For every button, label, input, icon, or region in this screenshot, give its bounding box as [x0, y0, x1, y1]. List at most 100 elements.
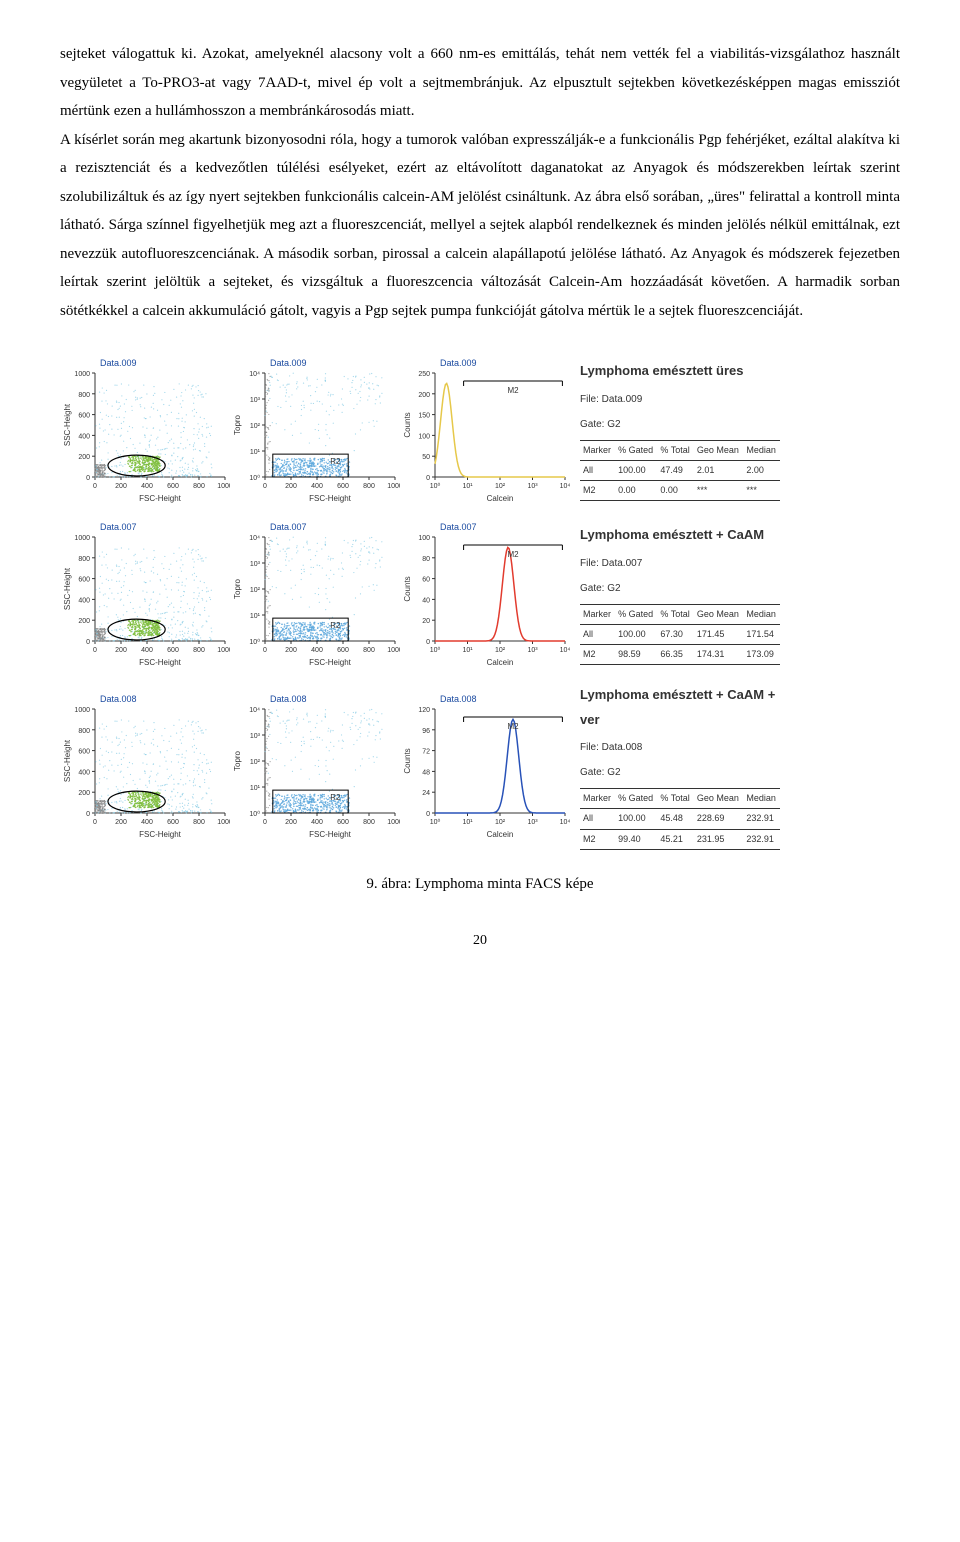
svg-text:800: 800 — [193, 647, 205, 654]
svg-text:80: 80 — [422, 556, 430, 563]
svg-text:10²: 10² — [250, 423, 261, 430]
svg-text:0: 0 — [93, 647, 97, 654]
svg-text:1000: 1000 — [387, 819, 400, 826]
scatter-topro-3: Data.0080200400600800100010⁰10¹10²10³10⁴… — [230, 691, 400, 841]
svg-text:800: 800 — [363, 647, 375, 654]
svg-text:10⁴: 10⁴ — [249, 535, 260, 542]
svg-text:10¹: 10¹ — [462, 483, 473, 490]
svg-text:0: 0 — [426, 639, 430, 646]
svg-text:SSC-Height: SSC-Height — [63, 403, 72, 446]
svg-text:10⁴: 10⁴ — [249, 707, 260, 714]
scatter-ssc-3: Data.00800200200400400600600800800100010… — [60, 691, 230, 841]
svg-text:200: 200 — [285, 647, 297, 654]
svg-text:Data.009: Data.009 — [440, 358, 477, 368]
legend-table: Marker% Gated% TotalGeo MeanMedianAll100… — [580, 788, 780, 849]
svg-text:Data.008: Data.008 — [100, 694, 137, 704]
figure: Data.00900200200400400600600800800100010… — [60, 355, 900, 898]
svg-text:100: 100 — [418, 535, 430, 542]
svg-text:200: 200 — [285, 483, 297, 490]
svg-text:FSC-Height: FSC-Height — [309, 494, 352, 503]
svg-text:400: 400 — [78, 597, 90, 604]
legend-1: Lymphoma emésztett üres File: Data.009 G… — [580, 359, 780, 501]
svg-text:600: 600 — [167, 647, 179, 654]
legend-file: File: Data.007 — [580, 554, 780, 573]
svg-text:60: 60 — [422, 577, 430, 584]
svg-text:R2: R2 — [330, 621, 341, 630]
svg-text:200: 200 — [115, 647, 127, 654]
svg-text:SSC-Height: SSC-Height — [63, 567, 72, 610]
svg-text:10¹: 10¹ — [250, 449, 261, 456]
svg-text:200: 200 — [78, 618, 90, 625]
svg-text:R2: R2 — [330, 457, 341, 466]
svg-text:800: 800 — [193, 819, 205, 826]
svg-text:Topro: Topro — [233, 578, 242, 599]
page-number: 20 — [60, 928, 900, 955]
svg-text:0: 0 — [86, 811, 90, 818]
svg-text:10³: 10³ — [527, 647, 538, 654]
svg-text:400: 400 — [141, 483, 153, 490]
legend-gate: Gate: G2 — [580, 415, 780, 434]
svg-text:10³: 10³ — [527, 483, 538, 490]
figure-caption: 9. ábra: Lymphoma minta FACS képe — [60, 870, 900, 899]
svg-text:10²: 10² — [495, 647, 506, 654]
legend-2: Lymphoma emésztett + CaAM File: Data.007… — [580, 523, 780, 665]
svg-text:200: 200 — [115, 819, 127, 826]
svg-text:20: 20 — [422, 618, 430, 625]
svg-text:800: 800 — [193, 483, 205, 490]
figure-row-2: Data.00700200200400400600600800800100010… — [60, 519, 900, 669]
svg-text:0: 0 — [93, 483, 97, 490]
svg-text:0: 0 — [263, 483, 267, 490]
svg-text:10³: 10³ — [250, 561, 261, 568]
svg-text:Topro: Topro — [233, 751, 242, 772]
svg-text:600: 600 — [78, 749, 90, 756]
svg-text:Calcein: Calcein — [487, 494, 514, 503]
svg-text:400: 400 — [311, 483, 323, 490]
svg-text:1000: 1000 — [217, 819, 230, 826]
svg-text:10⁰: 10⁰ — [249, 474, 260, 482]
svg-text:10²: 10² — [250, 587, 261, 594]
svg-text:M2: M2 — [507, 550, 519, 559]
svg-text:10⁰: 10⁰ — [430, 646, 441, 654]
svg-text:1000: 1000 — [217, 647, 230, 654]
svg-text:10⁴: 10⁴ — [249, 371, 260, 378]
svg-text:40: 40 — [422, 597, 430, 604]
svg-text:10⁴: 10⁴ — [560, 647, 570, 654]
svg-text:400: 400 — [141, 647, 153, 654]
figure-row-3: Data.00800200200400400600600800800100010… — [60, 683, 900, 850]
legend-gate: Gate: G2 — [580, 763, 780, 782]
hist-1: Data.00910⁰10¹10²10³10⁴050100150200250Ca… — [400, 355, 570, 505]
svg-text:10¹: 10¹ — [250, 785, 261, 792]
svg-text:10⁰: 10⁰ — [249, 638, 260, 646]
svg-text:200: 200 — [78, 454, 90, 461]
svg-text:1000: 1000 — [387, 483, 400, 490]
body-paragraph: sejteket válogattuk ki. Azokat, amelyekn… — [60, 40, 900, 325]
svg-text:200: 200 — [115, 483, 127, 490]
hist-2: Data.00710⁰10¹10²10³10⁴020406080100Calce… — [400, 519, 570, 669]
svg-text:800: 800 — [78, 392, 90, 399]
svg-text:400: 400 — [141, 819, 153, 826]
svg-text:1000: 1000 — [74, 371, 90, 378]
svg-text:10¹: 10¹ — [250, 613, 261, 620]
svg-text:Data.007: Data.007 — [440, 522, 477, 532]
svg-text:600: 600 — [337, 819, 349, 826]
hist-3: Data.00810⁰10¹10²10³10⁴024487296120Calce… — [400, 691, 570, 841]
svg-text:800: 800 — [363, 819, 375, 826]
svg-text:800: 800 — [363, 483, 375, 490]
svg-text:100: 100 — [418, 433, 430, 440]
legend-title: Lymphoma emésztett + CaAM + ver — [580, 683, 780, 732]
svg-text:800: 800 — [78, 728, 90, 735]
svg-text:0: 0 — [93, 819, 97, 826]
scatter-ssc-2: Data.00700200200400400600600800800100010… — [60, 519, 230, 669]
svg-text:0: 0 — [86, 639, 90, 646]
svg-text:600: 600 — [337, 483, 349, 490]
svg-text:1000: 1000 — [217, 483, 230, 490]
svg-text:0: 0 — [86, 475, 90, 482]
svg-text:FSC-Height: FSC-Height — [139, 658, 182, 667]
svg-text:600: 600 — [78, 577, 90, 584]
svg-text:600: 600 — [167, 483, 179, 490]
scatter-ssc-1: Data.00900200200400400600600800800100010… — [60, 355, 230, 505]
svg-text:10³: 10³ — [250, 397, 261, 404]
svg-text:10²: 10² — [250, 759, 261, 766]
svg-text:FSC-Height: FSC-Height — [139, 494, 182, 503]
svg-text:Data.009: Data.009 — [100, 358, 137, 368]
